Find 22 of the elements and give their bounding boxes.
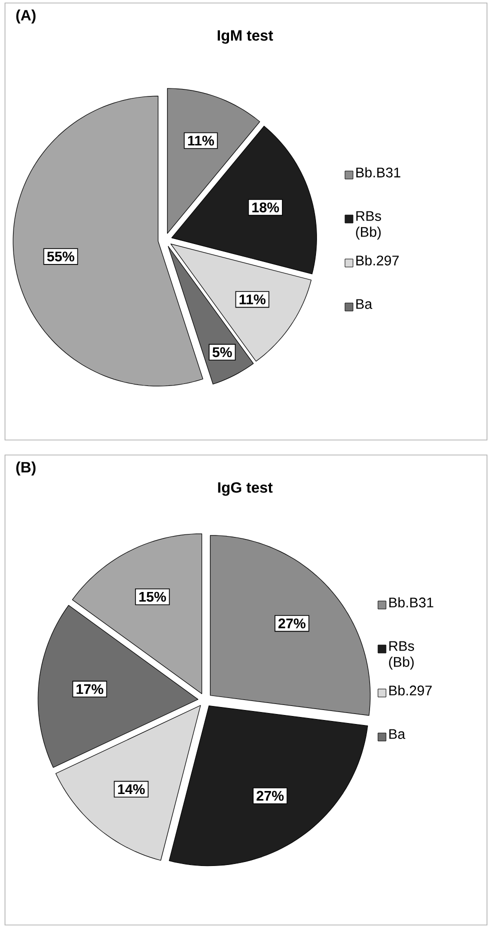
chart-title: IgM test [218, 30, 274, 44]
legend-label: Ba [356, 299, 372, 309]
legend-label: Bb.297 [389, 685, 432, 696]
legend-label: RBs (Bb) [389, 641, 414, 670]
data-label: 5% [212, 347, 232, 358]
data-label: 14% [118, 784, 145, 794]
data-label: 17% [76, 684, 104, 694]
data-label: 18% [252, 202, 279, 212]
data-label: 11% [188, 136, 214, 146]
text: (A) [16, 10, 36, 24]
text: (B) [16, 462, 36, 476]
data-label: 15% [139, 592, 166, 602]
data-label: 11% [240, 294, 266, 304]
data-label: 27% [278, 618, 306, 628]
data-label: 27% [256, 790, 284, 801]
legend-label: RBs (Bb) [356, 211, 382, 240]
data-label: 55% [47, 252, 74, 262]
legend-label: Bb.297 [356, 255, 399, 266]
chart-title: IgG test [218, 482, 273, 496]
legend-label: Bb.B31 [389, 597, 434, 608]
legend-label: Ba [389, 729, 406, 739]
legend-label: Bb.B31 [356, 167, 400, 178]
